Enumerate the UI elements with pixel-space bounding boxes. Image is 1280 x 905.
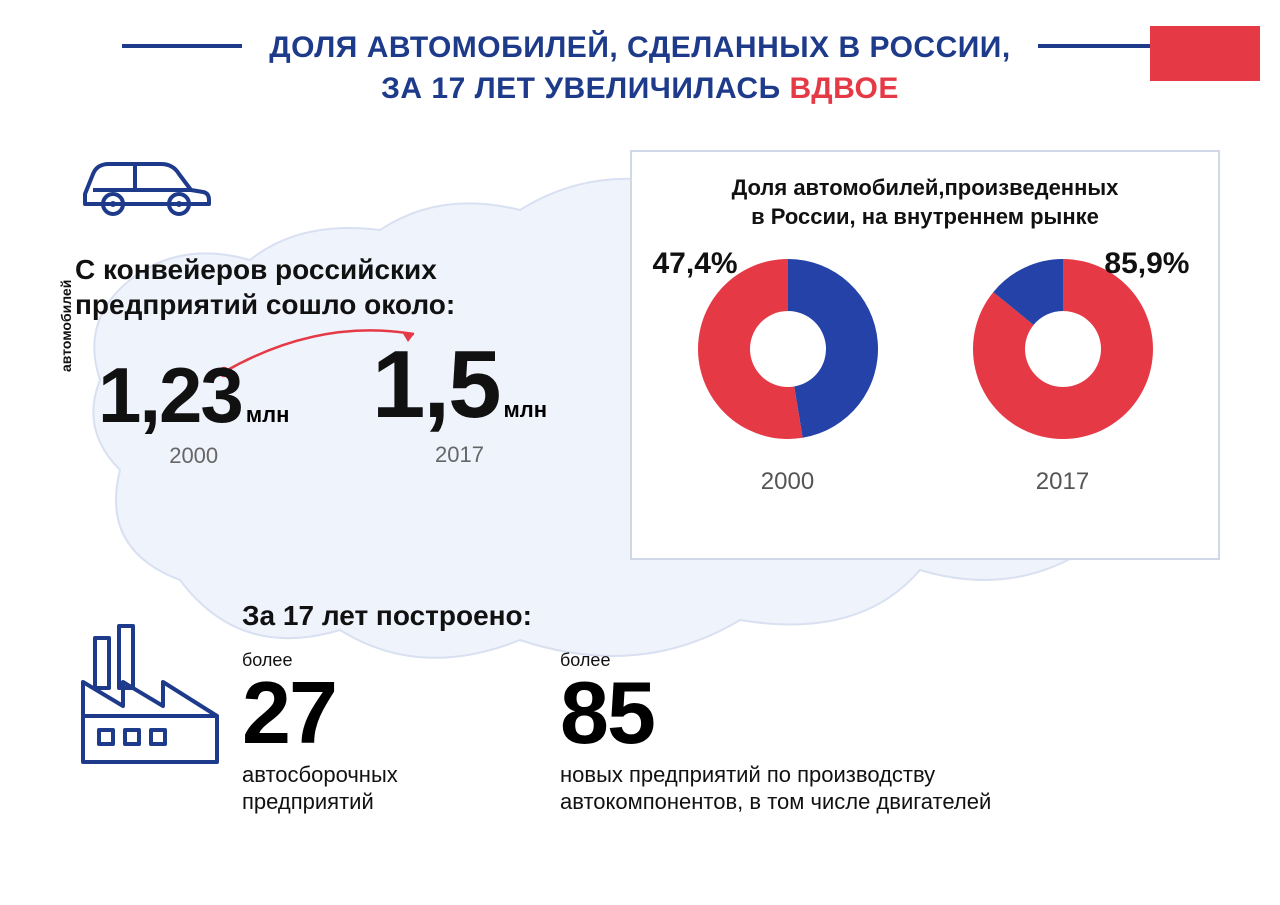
donut-panel: Доля автомобилей,произведенных в России,… bbox=[630, 150, 1220, 560]
y-axis-label: автомобилей bbox=[58, 280, 74, 372]
title-emph: ВДВОЕ bbox=[789, 72, 898, 105]
title-line1: ДОЛЯ АВТОМОБИЛЕЙ, СДЕЛАННЫХ В РОССИИ, bbox=[269, 31, 1010, 64]
stat-components-num: 85 bbox=[560, 671, 1120, 755]
stat-components-desc: новых предприятий по производству автоко… bbox=[560, 761, 1120, 816]
unit-2017: млн bbox=[503, 397, 547, 422]
value-2017: 1,5 bbox=[372, 330, 499, 440]
bottom-heading: За 17 лет построено: bbox=[242, 600, 532, 632]
car-icon bbox=[75, 150, 215, 218]
page-title: ДОЛЯ АВТОМОБИЛЕЙ, СДЕЛАННЫХ В РОССИИ, ЗА… bbox=[0, 0, 1280, 109]
donut-2000: 47,4% 2000 bbox=[663, 249, 913, 496]
year-2017: 2017 bbox=[372, 442, 547, 468]
stat-components: более 85 новых предприятий по производст… bbox=[560, 650, 1120, 816]
year-2000: 2000 bbox=[98, 443, 289, 469]
stat-2000: 1,23млн 2000 bbox=[98, 350, 289, 469]
red-accent-block bbox=[1150, 26, 1260, 81]
factory-icon bbox=[75, 620, 225, 770]
unit-2000: млн bbox=[246, 402, 290, 427]
donut-2000-pct: 47,4% bbox=[653, 247, 738, 281]
donut-2017-year: 2017 bbox=[938, 468, 1188, 496]
title-line2: ЗА 17 ЛЕТ УВЕЛИЧИЛАСЬ bbox=[381, 72, 789, 105]
stat-assembly-num: 27 bbox=[242, 671, 522, 755]
left-heading: С конвейеров российских предприятий сошл… bbox=[75, 252, 455, 322]
donut-2017-pct: 85,9% bbox=[1104, 247, 1189, 281]
donut-2000-year: 2000 bbox=[663, 468, 913, 496]
donut-title: Доля автомобилей,произведенных в России,… bbox=[650, 174, 1200, 231]
value-2000: 1,23 bbox=[98, 350, 242, 441]
donut-2017: 85,9% 2017 bbox=[938, 249, 1188, 496]
stat-2017: 1,5млн 2017 bbox=[372, 330, 547, 468]
stat-assembly: более 27 автосборочных предприятий bbox=[242, 650, 522, 816]
stat-assembly-desc: автосборочных предприятий bbox=[242, 761, 522, 816]
